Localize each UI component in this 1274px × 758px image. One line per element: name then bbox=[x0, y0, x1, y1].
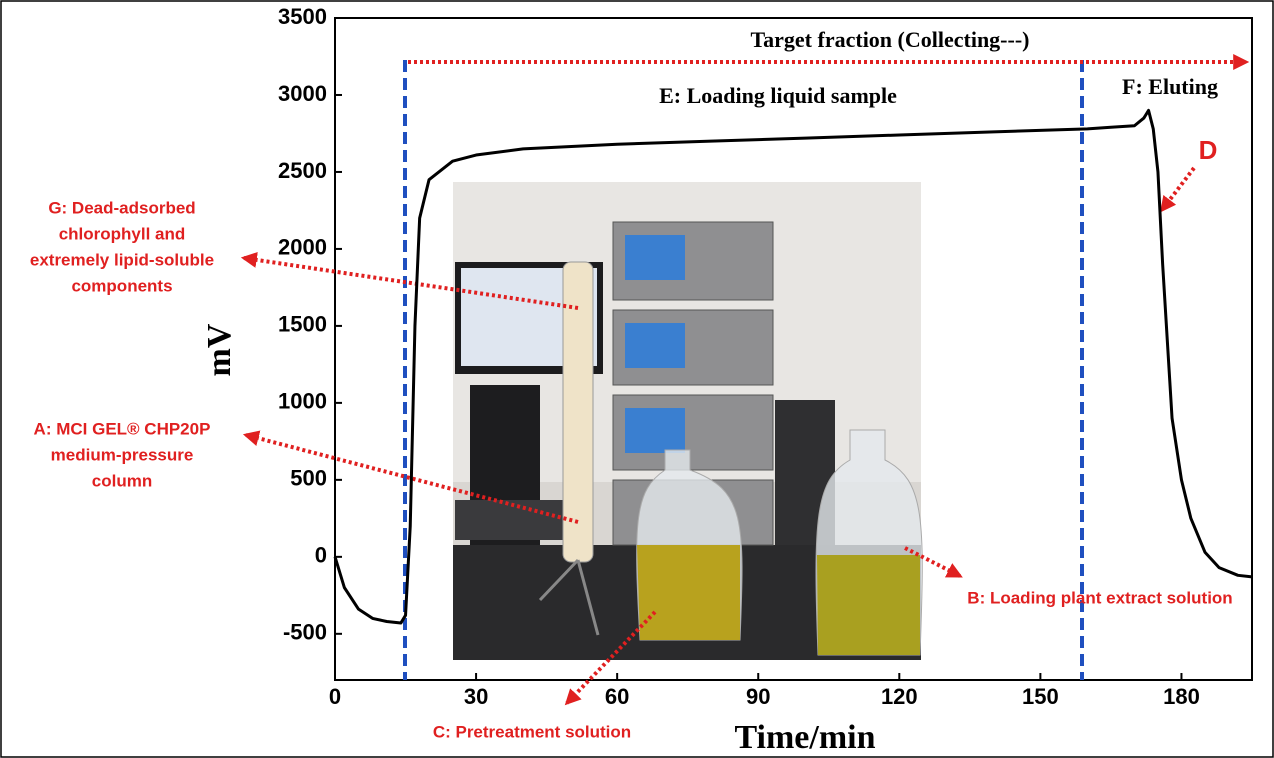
plot-frame bbox=[334, 17, 1253, 681]
y-tick-label: 500 bbox=[290, 466, 327, 491]
photo-pump-screen bbox=[625, 408, 685, 453]
photo-keyboard bbox=[455, 500, 565, 540]
annotation: components bbox=[71, 276, 172, 295]
annotation-arrow bbox=[904, 546, 963, 578]
x-tick-label: 60 bbox=[605, 684, 629, 709]
photo-pump-screen bbox=[625, 235, 685, 280]
photo-liquid bbox=[637, 545, 740, 640]
annotation: column bbox=[92, 471, 152, 490]
y-tick-label: 0 bbox=[315, 543, 327, 568]
y-tick-label: 1500 bbox=[278, 312, 327, 337]
annotation: G: Dead-adsorbed bbox=[48, 198, 195, 217]
y-tick-label: 2000 bbox=[278, 235, 327, 260]
photo-pump-screen bbox=[625, 323, 685, 368]
x-tick-label: 180 bbox=[1163, 684, 1200, 709]
y-tick-label: 3500 bbox=[278, 4, 327, 29]
photo-inset bbox=[453, 182, 923, 660]
annotation: B: Loading plant extract solution bbox=[967, 588, 1232, 607]
annotation: E: Loading liquid sample bbox=[659, 83, 897, 108]
annotation-arrow bbox=[1160, 166, 1196, 213]
y-tick-label: -500 bbox=[283, 620, 327, 645]
x-tick-label: 90 bbox=[746, 684, 770, 709]
annotation-arrow bbox=[240, 251, 579, 310]
annotation: extremely lipid-soluble bbox=[30, 250, 214, 269]
y-axis-title: mV bbox=[201, 323, 238, 376]
photo-liquid bbox=[817, 555, 920, 655]
annotation: A: MCI GEL® CHP20P bbox=[34, 419, 211, 438]
signal-line bbox=[333, 108, 1253, 625]
annotation: medium-pressure bbox=[51, 445, 194, 464]
photo-stand bbox=[538, 558, 580, 602]
photo-stand bbox=[576, 559, 600, 636]
x-tick-label: 120 bbox=[881, 684, 918, 709]
annotation: chlorophyll and bbox=[59, 224, 186, 243]
x-tick-label: 0 bbox=[329, 684, 341, 709]
y-tick-label: 1000 bbox=[278, 389, 327, 414]
annotation: Target fraction (Collecting---) bbox=[751, 27, 1030, 52]
annotation: C: Pretreatment solution bbox=[433, 722, 631, 741]
y-tick-label: 2500 bbox=[278, 158, 327, 183]
y-tick-label: 3000 bbox=[278, 81, 327, 106]
annotation: F: Eluting bbox=[1122, 74, 1218, 99]
annotation: D bbox=[1199, 135, 1218, 165]
x-axis-title: Time/min bbox=[734, 719, 875, 756]
x-tick-label: 150 bbox=[1022, 684, 1059, 709]
x-tick-label: 30 bbox=[464, 684, 488, 709]
